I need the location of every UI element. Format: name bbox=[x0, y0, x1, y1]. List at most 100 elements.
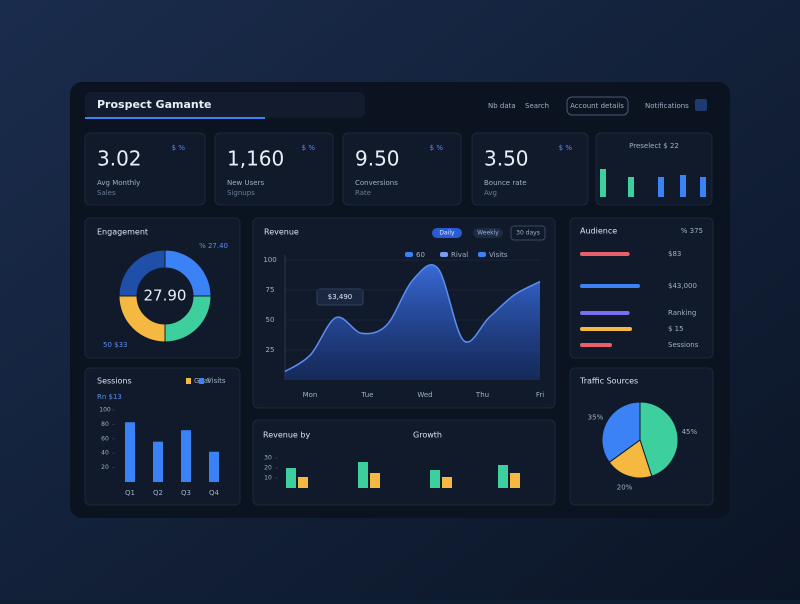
legend: 60 bbox=[416, 251, 425, 259]
kpi-delta: $ % bbox=[559, 144, 573, 152]
card-title: Engagement bbox=[97, 228, 148, 237]
kpi-card bbox=[342, 132, 462, 206]
tab[interactable] bbox=[473, 228, 503, 238]
kpi-delta: $ % bbox=[302, 144, 316, 152]
bar bbox=[430, 470, 440, 488]
y-tick-label: 60 bbox=[101, 435, 109, 442]
legend: 50 $33 bbox=[103, 341, 128, 349]
y-tick-label: 30 bbox=[264, 455, 272, 462]
bar bbox=[628, 177, 634, 197]
legend: Visits bbox=[207, 377, 226, 385]
row-label: $43,000 bbox=[668, 282, 697, 290]
y-tick-label: 40 bbox=[101, 450, 109, 457]
app-title: Prospect Gamante bbox=[97, 98, 211, 111]
growth-card bbox=[252, 419, 556, 506]
legend-swatch bbox=[440, 252, 448, 257]
tab-label[interactable]: Daily bbox=[439, 230, 455, 237]
bar bbox=[153, 441, 163, 482]
x-tick-label: Q3 bbox=[181, 489, 191, 497]
kpi-sub: Signups bbox=[227, 189, 255, 197]
card-note: % 27.40 bbox=[199, 242, 228, 250]
card-title: Revenue by bbox=[263, 431, 310, 440]
nav-item[interactable]: Nb data bbox=[488, 102, 516, 110]
slice-label: 35% bbox=[588, 413, 604, 421]
kpi-card bbox=[84, 132, 206, 206]
card-title: Sessions bbox=[97, 377, 132, 386]
slice-label: 45% bbox=[682, 428, 698, 436]
bar bbox=[580, 311, 630, 315]
card-title: Traffic Sources bbox=[579, 377, 638, 386]
y-tick-label: 20 bbox=[264, 465, 272, 472]
legend-swatch bbox=[199, 378, 204, 384]
card-title: Preselect $ 22 bbox=[629, 142, 679, 150]
row-label: $83 bbox=[668, 250, 681, 258]
y-tick-label: 50 bbox=[266, 316, 275, 324]
x-tick-label: Mon bbox=[303, 391, 318, 399]
slice bbox=[118, 249, 166, 297]
bar bbox=[510, 473, 520, 488]
range-button[interactable] bbox=[510, 225, 546, 241]
search-bar[interactable] bbox=[85, 92, 365, 118]
kpi-sub: Rate bbox=[355, 189, 371, 197]
account-button[interactable] bbox=[566, 96, 629, 116]
slice bbox=[601, 401, 641, 464]
card-note: Rn $13 bbox=[97, 393, 122, 401]
bar bbox=[442, 477, 452, 488]
nav-item[interactable]: Account details bbox=[570, 102, 624, 110]
card-note: % 375 bbox=[681, 227, 703, 235]
kpi-card bbox=[214, 132, 334, 206]
tooltip-text: $3,490 bbox=[328, 293, 353, 301]
tab-underline bbox=[85, 117, 265, 119]
x-tick-label: Wed bbox=[417, 391, 432, 399]
kpi-label: Avg Monthly bbox=[97, 179, 140, 187]
nav-item[interactable]: Search bbox=[525, 102, 549, 110]
slice bbox=[608, 439, 653, 479]
bar bbox=[658, 177, 664, 197]
bar bbox=[181, 430, 191, 482]
tab-label[interactable]: Weekly bbox=[477, 230, 499, 237]
bar bbox=[209, 451, 219, 482]
legend: Visits bbox=[489, 251, 508, 259]
tooltip bbox=[316, 288, 364, 306]
range-label[interactable]: 30 days bbox=[516, 230, 540, 237]
line bbox=[284, 263, 541, 373]
sessions-card bbox=[84, 367, 241, 506]
legend: Rival bbox=[451, 251, 468, 259]
tab[interactable] bbox=[432, 228, 462, 238]
kpi-sub: Avg bbox=[484, 189, 497, 197]
kpi-delta: $ % bbox=[172, 144, 186, 152]
bar bbox=[580, 343, 612, 347]
bar bbox=[358, 462, 368, 488]
kpi-label: Conversions bbox=[355, 179, 398, 187]
donut-center: 27.90 bbox=[144, 287, 187, 305]
kpi-card bbox=[471, 132, 589, 206]
icon-button[interactable] bbox=[695, 99, 707, 111]
x-tick-label: Q2 bbox=[153, 489, 163, 497]
legend-swatch bbox=[405, 252, 413, 257]
bar bbox=[498, 465, 508, 488]
row-label: $ 15 bbox=[668, 325, 684, 333]
kpi-value: 1,160 bbox=[227, 147, 284, 171]
bar bbox=[580, 252, 630, 256]
area bbox=[285, 264, 540, 380]
y-tick-label: 100 bbox=[263, 256, 276, 264]
kpi-label: New Users bbox=[227, 179, 264, 187]
x-tick-label: Fri bbox=[536, 391, 544, 399]
row-label: Sessions bbox=[668, 341, 699, 349]
legend-swatch bbox=[186, 378, 191, 384]
kpi-delta: $ % bbox=[430, 144, 444, 152]
card-title: Audience bbox=[580, 227, 617, 236]
kpi-sub: Sales bbox=[97, 189, 116, 197]
card-subtitle: Growth bbox=[413, 431, 442, 440]
legend-swatch bbox=[478, 252, 486, 257]
x-tick-label: Thu bbox=[475, 391, 489, 399]
card-title: Revenue bbox=[264, 228, 299, 237]
bar bbox=[680, 175, 686, 197]
bar bbox=[580, 327, 632, 331]
y-tick-label: 10 bbox=[264, 475, 272, 482]
x-tick-label: Q4 bbox=[209, 489, 220, 497]
y-tick-label: 25 bbox=[266, 346, 275, 354]
nav-item[interactable]: Notifications bbox=[645, 102, 689, 110]
